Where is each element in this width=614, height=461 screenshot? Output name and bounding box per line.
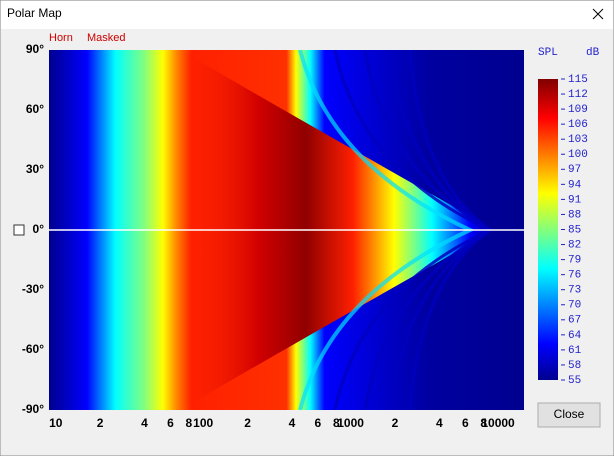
x-tick-label: 2	[97, 416, 104, 430]
x-tick-label: 8	[186, 416, 193, 430]
window-title: Polar Map	[7, 6, 62, 20]
colorbar-tick-label: 61	[568, 345, 582, 357]
colorbar-tick-label: 85	[568, 224, 581, 236]
colorbar	[538, 79, 558, 380]
colorbar-tick-label: 58	[568, 360, 581, 372]
x-tick-label: 4	[436, 416, 443, 430]
toggle-label[interactable]: Horn	[49, 32, 73, 44]
x-tick-label: 10	[49, 416, 63, 430]
x-tick-label: 100	[193, 416, 213, 430]
colorbar-tick-label: 112	[568, 89, 588, 101]
colorbar-tick-label: 82	[568, 239, 581, 251]
colorbar-tick-label: 109	[568, 104, 588, 116]
colorbar-tick-label: 55	[568, 375, 581, 387]
x-tick-label: 8	[480, 416, 487, 430]
y-tick-label: -30°	[22, 282, 44, 296]
x-tick-label: 6	[315, 416, 322, 430]
y-tick-label: 0°	[33, 222, 45, 236]
colorbar-tick-label: 103	[568, 134, 588, 146]
x-tick-label: 1000	[337, 416, 364, 430]
colorbar-tick-label: 73	[568, 285, 581, 297]
colorbar-tick-label: 70	[568, 300, 581, 312]
colorbar-tick-label: 115	[568, 74, 588, 86]
y-tick-label: -60°	[22, 342, 44, 356]
window-close-icon[interactable]	[592, 8, 604, 20]
x-tick-label: 6	[462, 416, 469, 430]
y-tick-label: -90°	[22, 402, 44, 416]
checkbox[interactable]	[13, 224, 25, 236]
colorbar-tick-label: 88	[568, 209, 581, 221]
colorbar-tick-label: 79	[568, 255, 581, 267]
colorbar-tick-label: 67	[568, 315, 581, 327]
colorbar-tick-label: 94	[568, 179, 582, 191]
x-tick-label: 2	[244, 416, 251, 430]
x-tick-label: 4	[141, 416, 148, 430]
colorbar-tick-label: 97	[568, 164, 581, 176]
colorbar-unit: dB	[586, 47, 600, 59]
y-tick-label: 60°	[26, 102, 44, 116]
colorbar-tick-label: 100	[568, 149, 588, 161]
x-tick-label: 6	[167, 416, 174, 430]
toggle-label[interactable]: Masked	[87, 32, 126, 44]
colorbar-tick-label: 91	[568, 194, 582, 206]
close-button-label[interactable]: Close	[554, 407, 585, 421]
close-button[interactable]	[537, 402, 601, 428]
y-tick-label: 90°	[26, 42, 44, 56]
colorbar-label: SPL	[538, 47, 558, 59]
colorbar-tick-label: 106	[568, 119, 588, 131]
colorbar-tick-label: 64	[568, 330, 582, 342]
y-tick-label: 30°	[26, 162, 44, 176]
x-tick-label: 8	[333, 416, 340, 430]
x-tick-label: 2	[392, 416, 399, 430]
x-tick-label: 4	[289, 416, 296, 430]
colorbar-tick-label: 76	[568, 270, 581, 282]
title-bar	[1, 1, 613, 29]
x-tick-label: 10000	[481, 416, 515, 430]
